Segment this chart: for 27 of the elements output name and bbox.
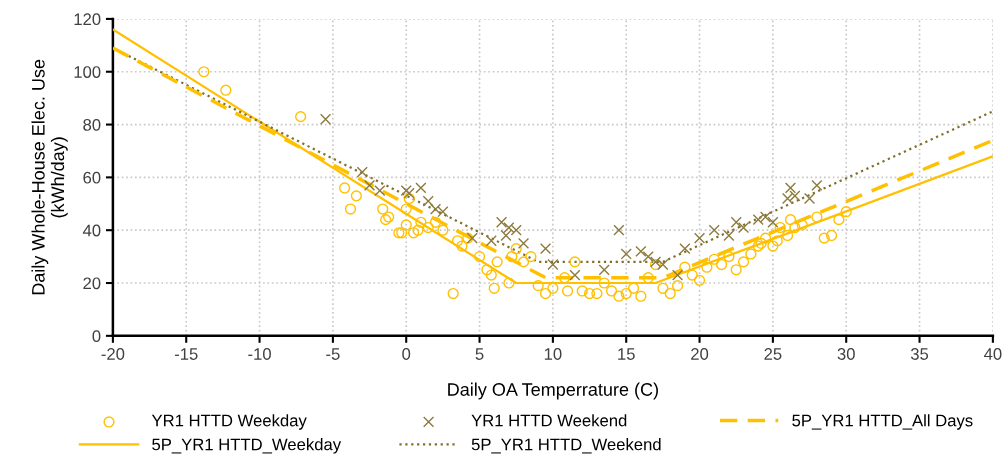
x-axis-title: Daily OA Temperrature (C)	[448, 382, 658, 400]
legend-label: 5P_YR1 HTTD_All Days	[792, 414, 973, 430]
x-tick-label: -10	[248, 348, 271, 360]
y-tick-label: 80	[83, 118, 101, 131]
x-tick-label: 15	[618, 348, 635, 360]
legend-label: YR1 HTTD Weekday	[151, 414, 307, 430]
x-tick-label: 25	[764, 348, 782, 360]
x-tick-label: -15	[174, 348, 198, 360]
legend-label: 5P_YR1 HTTD_Weekday	[152, 438, 342, 454]
x-tick-label: 40	[983, 348, 1002, 360]
y-tick-label: 0	[92, 330, 101, 343]
x-tick-label: 5	[475, 348, 484, 360]
y-tick-label: 120	[74, 13, 101, 26]
x-tick-label: -5	[326, 348, 340, 360]
y-tick-label: 40	[82, 224, 101, 237]
x-tick-label: 20	[691, 348, 709, 360]
x-tick-label: 30	[837, 348, 855, 360]
y-tick-label: 60	[83, 171, 101, 184]
legend-label: 5P_YR1 HTTD_Weekend	[471, 438, 661, 454]
y-tick-label: 100	[74, 66, 101, 78]
x-tick-label: 35	[910, 348, 929, 360]
y-tick-label: 20	[83, 277, 101, 290]
legend-label: YR1 HTTD Weekend	[471, 414, 627, 427]
x-tick-label: 0	[402, 348, 411, 360]
x-tick-label: -20	[101, 348, 125, 360]
y-axis-title: Daily Whole-House Elec. Use (kWh/day)	[31, 59, 68, 295]
x-tick-label: 10	[544, 348, 562, 360]
